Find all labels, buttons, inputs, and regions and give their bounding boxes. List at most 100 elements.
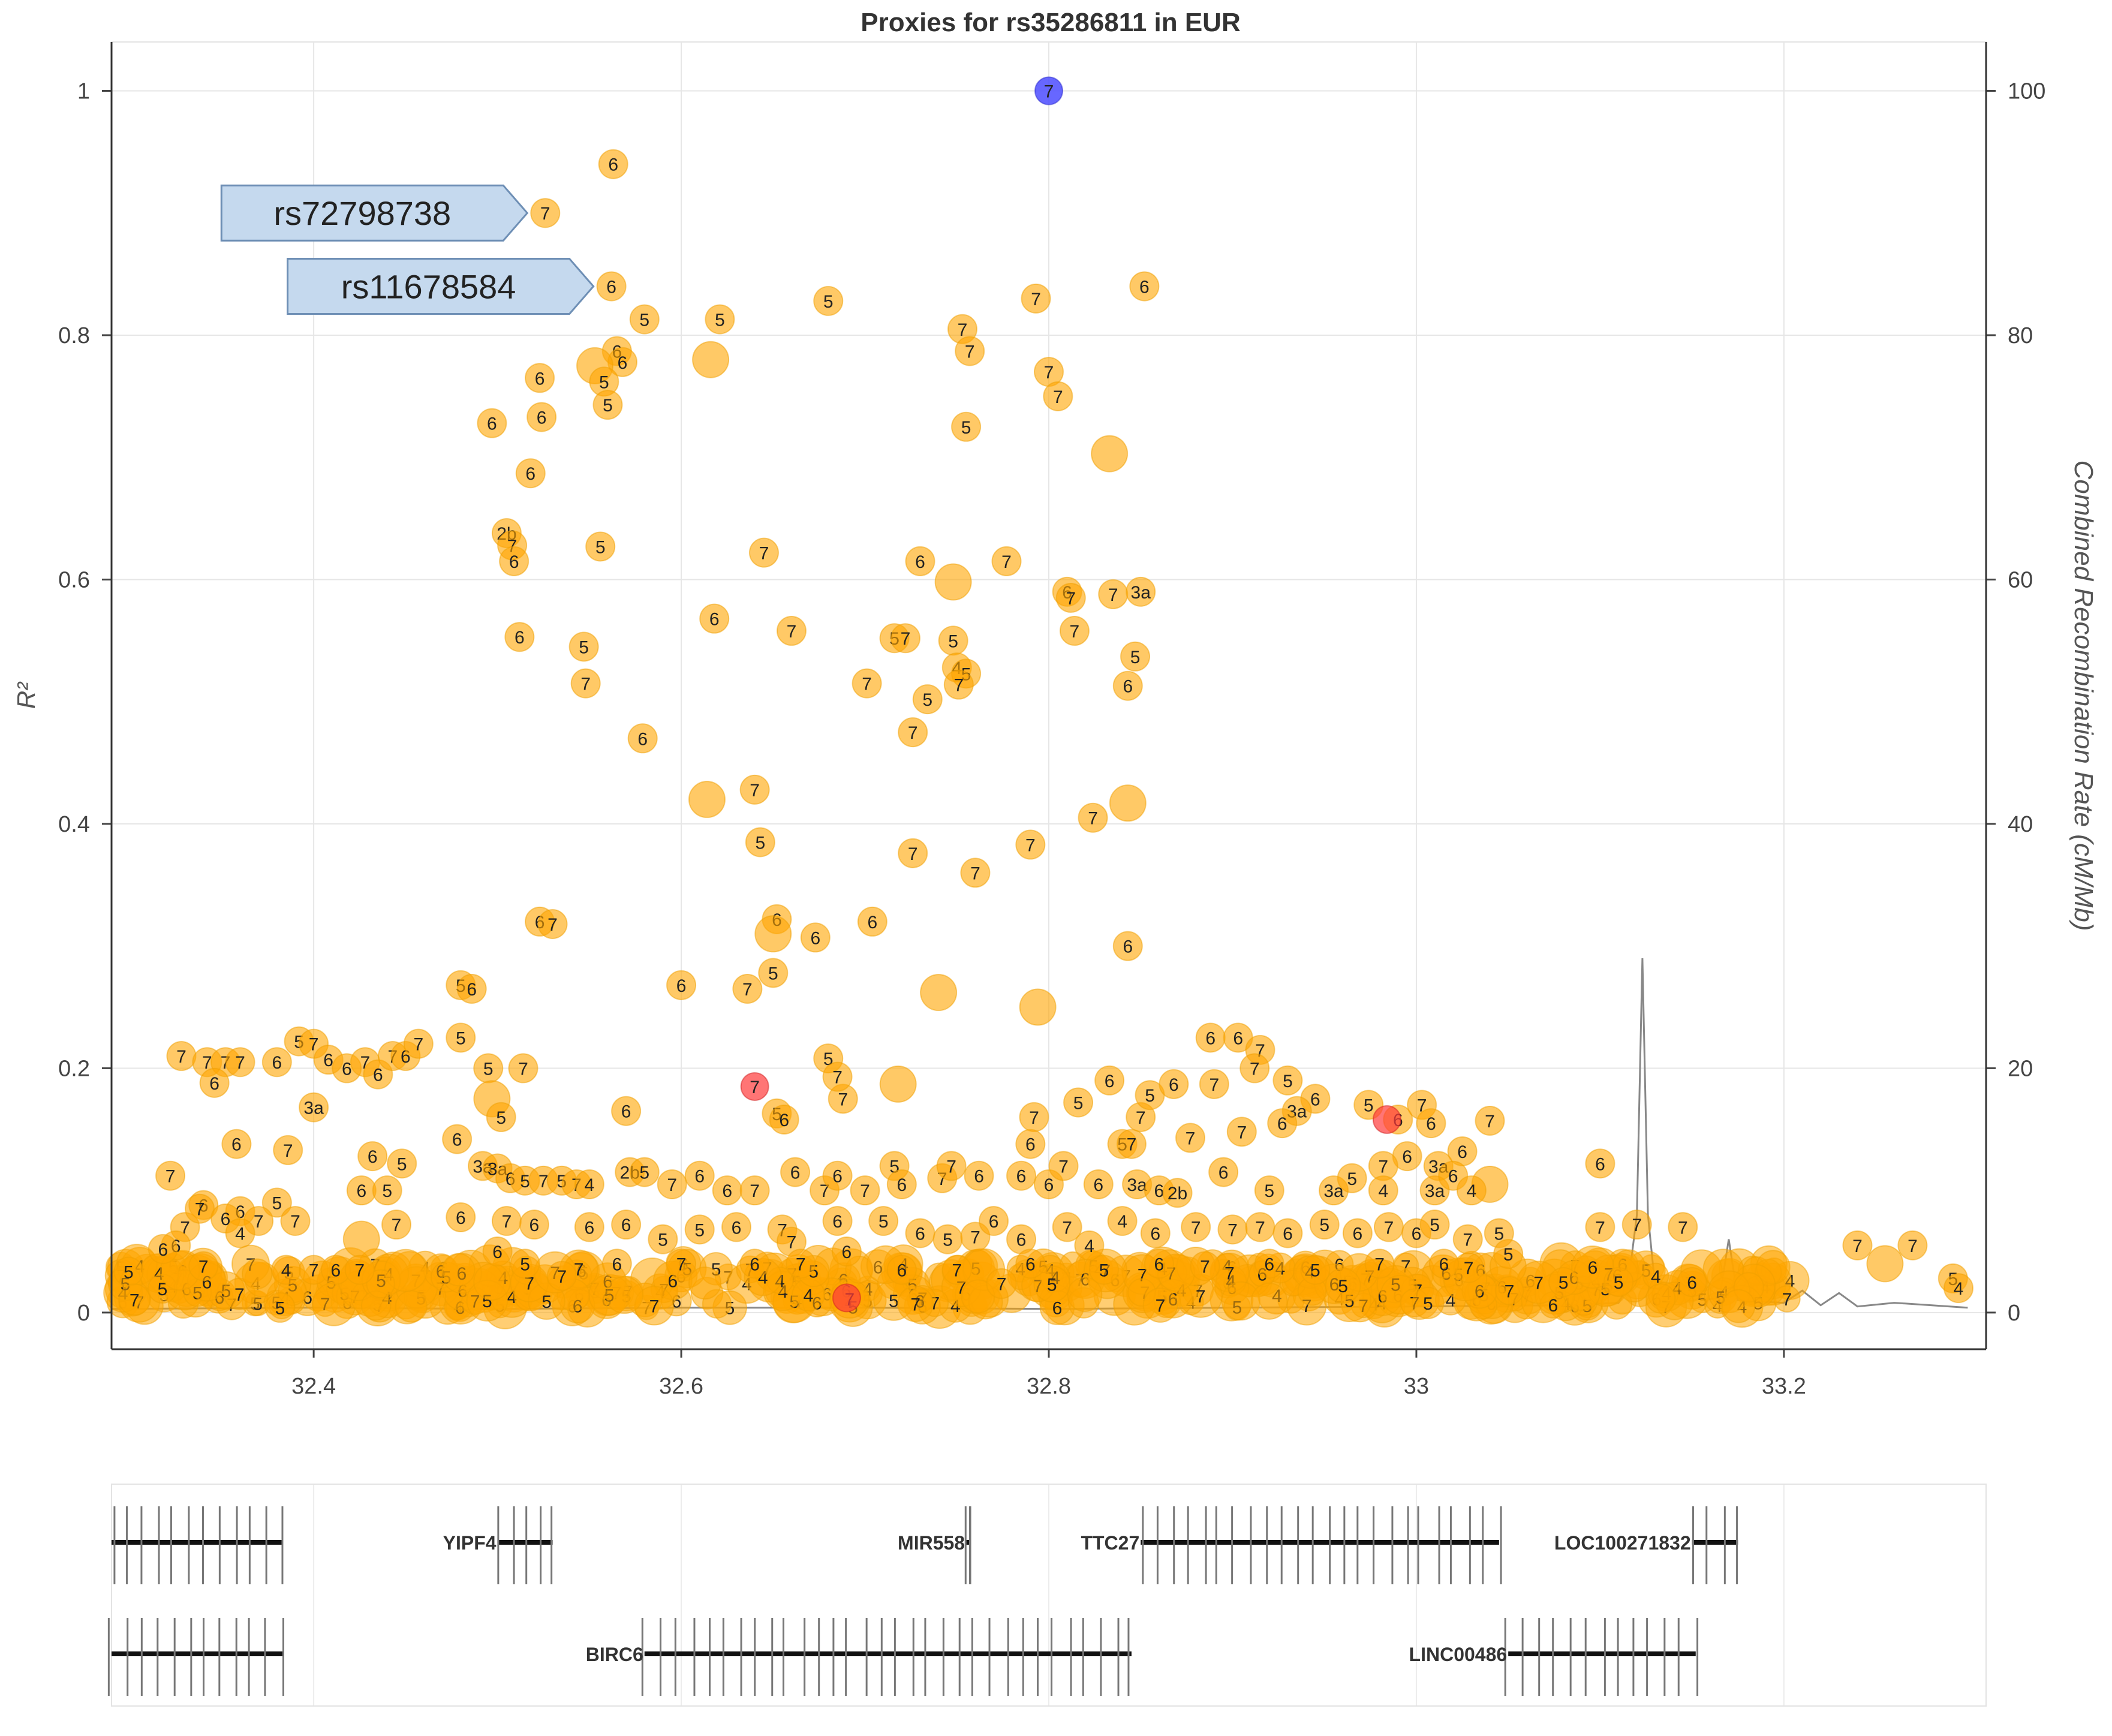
proxy-point-label: 6 (492, 1242, 503, 1262)
y2-tick-label: 40 (2008, 812, 2033, 837)
proxy-point-label: 4 (1117, 1212, 1127, 1232)
proxy-point-label: 5 (694, 1220, 705, 1240)
proxy-point-label: 7 (742, 980, 753, 1000)
proxy-point (403, 1028, 434, 1059)
proxy-point (357, 1141, 388, 1172)
proxy-point-label: 3a (1127, 1175, 1147, 1195)
proxy-point-label: 7 (1632, 1215, 1642, 1235)
band-point-label: 7 (234, 1285, 245, 1305)
x-tick-label: 32.6 (659, 1374, 703, 1399)
proxy-point-label: 7 (580, 675, 591, 694)
band-point-label: 7 (1196, 1287, 1206, 1307)
proxy-point-label: 7 (838, 1090, 848, 1109)
band-point (1571, 1245, 1615, 1289)
band-point (242, 1258, 273, 1290)
proxy-point-label: 6 (1123, 937, 1133, 957)
y2-axis-title: Combined Recombination Rate (cM/Mb) (2069, 461, 2098, 931)
proxy-point (1897, 1230, 1928, 1260)
proxy-point-label: 7 (958, 320, 968, 340)
band-point-label: 7 (130, 1290, 140, 1310)
proxy-point-label: 6 (1025, 1135, 1036, 1155)
proxy-point-label: 6 (1595, 1154, 1605, 1174)
proxy-point-label: 2b (1168, 1184, 1187, 1204)
proxy-point (1342, 1218, 1373, 1248)
proxy-point (857, 906, 887, 937)
proxy-point (273, 1135, 303, 1165)
proxy-point-label: 6 (637, 729, 648, 749)
proxy-point (1083, 1169, 1114, 1199)
proxy-point-label: 4 (1084, 1236, 1094, 1256)
proxy-point (739, 774, 770, 805)
proxy-point-label: 6 (467, 980, 477, 1000)
proxy-point (666, 1248, 697, 1279)
y-axis-title: R² (12, 681, 40, 709)
band-point-label: 4 (1651, 1267, 1661, 1287)
proxy-point (1272, 1218, 1303, 1248)
proxy-point (1015, 1129, 1046, 1159)
proxy-point-label: 7 (1378, 1157, 1388, 1177)
proxy-point-label: 5 (520, 1254, 530, 1274)
query-snp-point-label: 7 (1044, 82, 1054, 101)
callout-layer: rs72798738 rs11678584 (220, 184, 595, 315)
band-point (605, 1275, 643, 1314)
proxy-point-label: 5 (639, 1163, 649, 1183)
proxy-point-label: 6 (1264, 1254, 1274, 1274)
proxy-point (1585, 1212, 1615, 1242)
proxy-point-label: 6 (896, 1175, 907, 1195)
proxy-point (699, 603, 730, 634)
proxy-point (991, 546, 1022, 576)
proxy-point (344, 1254, 375, 1285)
proxy-point (574, 1212, 604, 1242)
proxy-point (684, 1160, 715, 1191)
proxy-point-label: 6 (158, 1240, 168, 1260)
proxy-point-label: 5 (483, 1059, 494, 1079)
band-point-label: 5 (1338, 1277, 1348, 1296)
proxy-point (1621, 1210, 1652, 1240)
band-point-label: 7 (1225, 1263, 1235, 1283)
proxy-point (688, 781, 726, 819)
highlight-point (740, 1072, 769, 1101)
proxy-point (504, 622, 535, 652)
proxy-point-label: 7 (953, 676, 964, 696)
band-point-label: 5 (541, 1292, 552, 1312)
proxy-point (936, 1151, 967, 1181)
proxy-point (568, 631, 599, 662)
proxy-point-label: 7 (862, 675, 872, 694)
proxy-point-label: 7 (1136, 1108, 1146, 1128)
gene-label: TTC27 (1081, 1532, 1139, 1554)
proxy-point-label: 6 (209, 1074, 219, 1094)
band-point-label: 4 (804, 1286, 814, 1305)
band-point (473, 1263, 511, 1301)
proxy-point (1021, 283, 1051, 314)
band-point (1645, 1283, 1676, 1314)
proxy-point-label: 5 (496, 1108, 506, 1128)
proxy-point (1364, 1248, 1395, 1279)
proxy-point (1452, 1224, 1483, 1254)
proxy-point-label: 5 (948, 631, 958, 651)
x-tick-label: 33 (1404, 1374, 1429, 1399)
proxy-point (1126, 576, 1156, 607)
proxy-point (342, 1220, 380, 1258)
proxy-point (1120, 641, 1151, 672)
proxy-point (822, 1206, 853, 1236)
proxy-point-label: 7 (1186, 1129, 1196, 1149)
band-point (897, 1286, 934, 1322)
band-point (118, 1283, 151, 1316)
gene-label: LOC100271832 (1554, 1532, 1691, 1554)
proxy-point (585, 531, 616, 562)
y-tick-label: 1 (77, 79, 90, 104)
proxy-point-label: 7 (547, 915, 558, 935)
proxy-point-label: 6 (618, 353, 628, 373)
proxy-point (1226, 1117, 1257, 1147)
proxy-point-label: 5 (768, 964, 778, 983)
proxy-point (758, 958, 789, 988)
proxy-point (627, 723, 658, 754)
proxy-point (1368, 1175, 1398, 1206)
proxy-point-label: 7 (1062, 1218, 1072, 1238)
proxy-point-label: 5 (382, 1181, 392, 1201)
proxy-point (570, 668, 601, 699)
band-point (1325, 1268, 1361, 1304)
proxy-point (813, 285, 844, 316)
proxy-point-label: 7 (166, 1167, 176, 1187)
proxy-point (912, 684, 943, 715)
